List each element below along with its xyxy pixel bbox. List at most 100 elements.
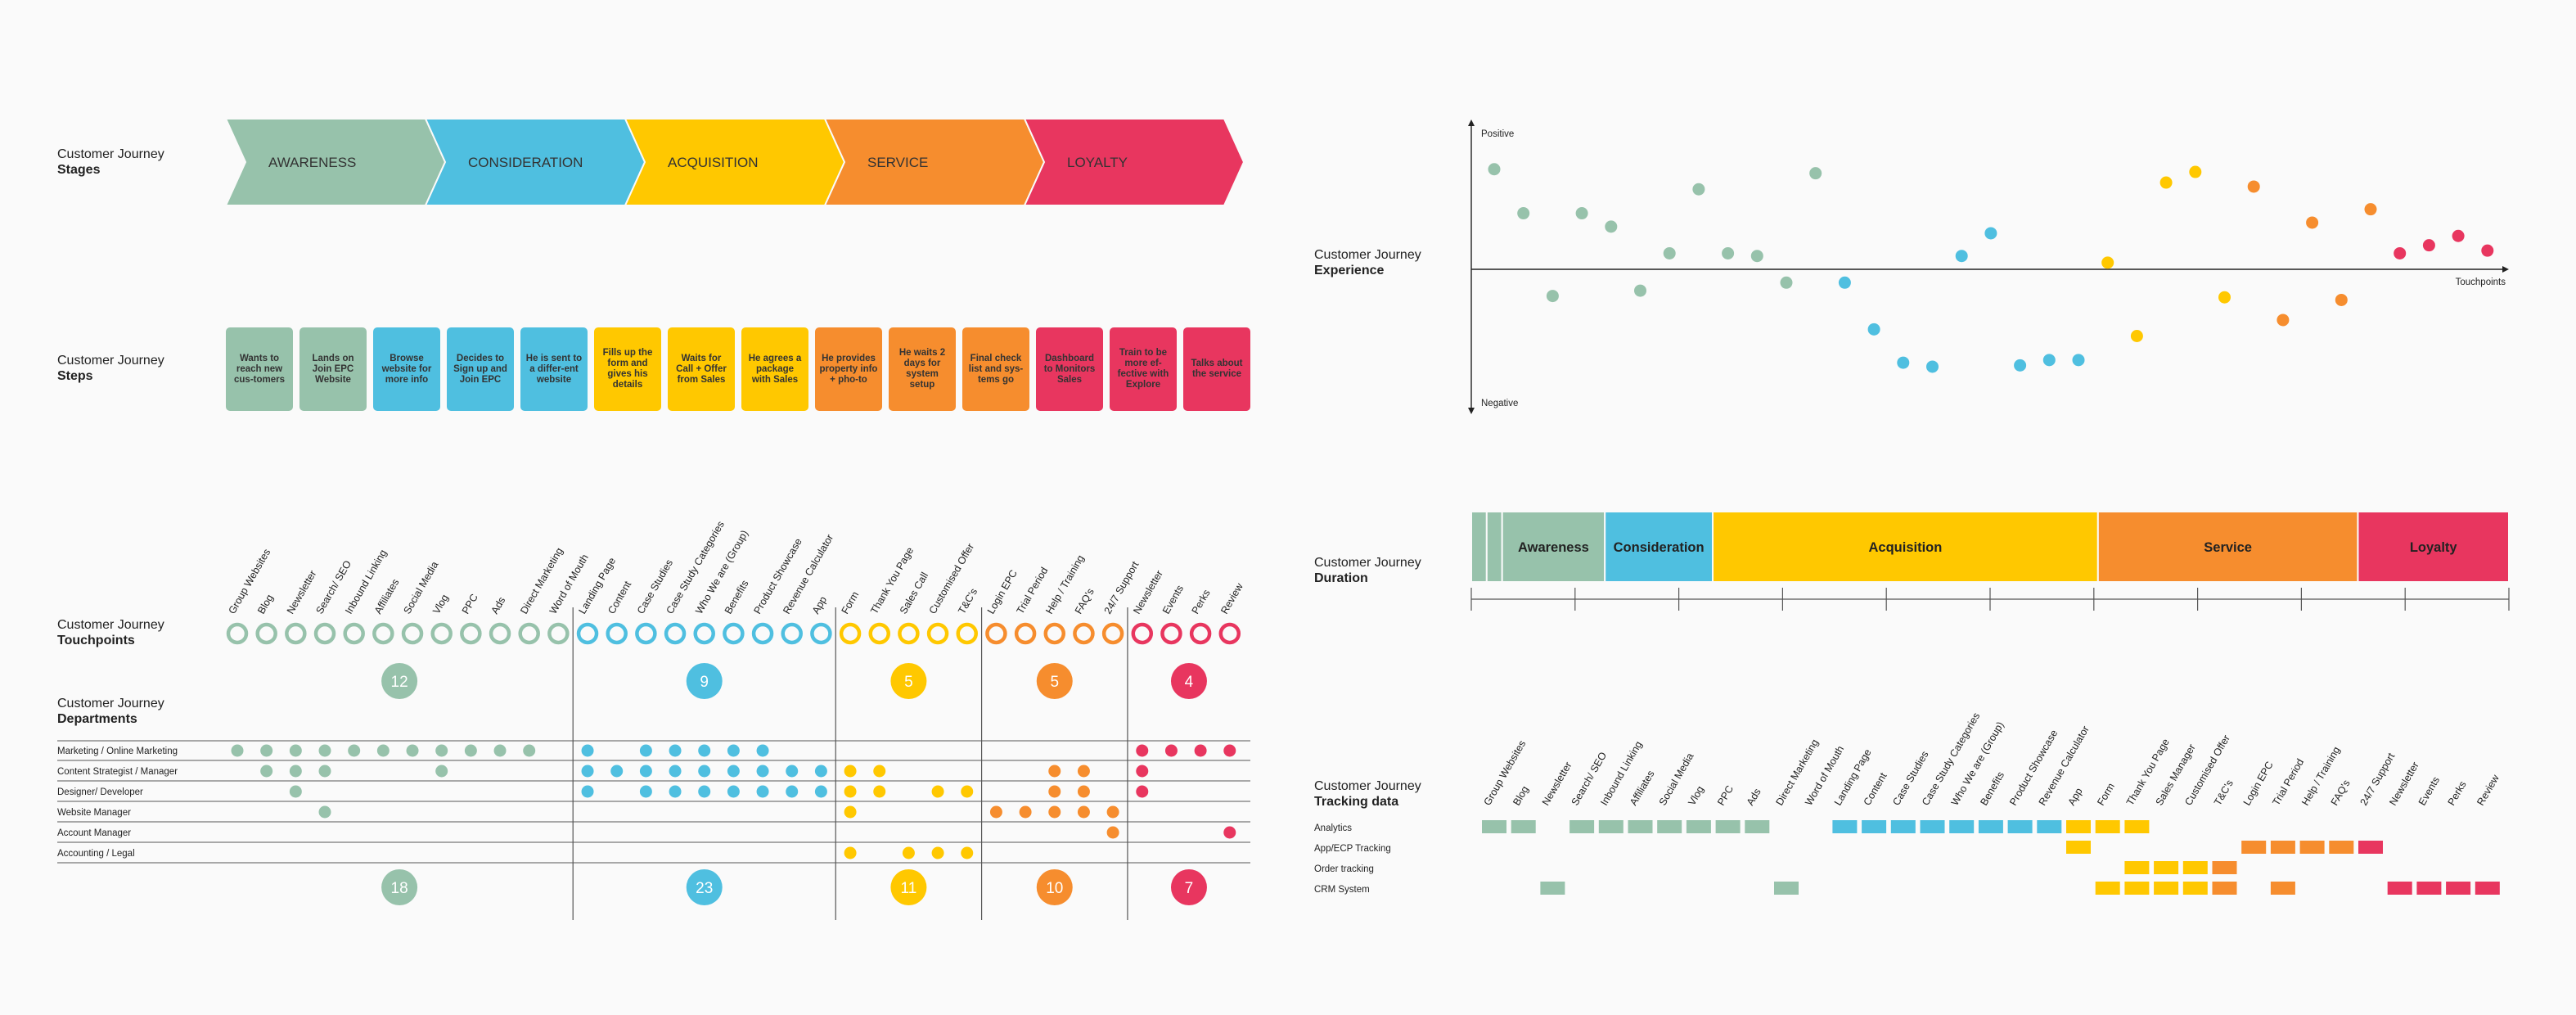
touchpoint-ring	[956, 622, 978, 645]
experience-y-arrow-down	[1468, 408, 1475, 414]
department-dot	[435, 744, 448, 757]
touchpoint-ring	[255, 622, 277, 645]
department-dot	[931, 846, 944, 859]
stage-label: AWARENESS	[268, 155, 356, 170]
department-dot	[756, 765, 769, 778]
department-dot	[756, 744, 769, 757]
experience-point	[2422, 239, 2435, 252]
step-card: Waits for Call + Offer from Sales	[668, 327, 735, 411]
experience-point	[1984, 227, 1997, 240]
touchpoint-count-bubble	[686, 663, 723, 699]
department-dot	[610, 765, 624, 778]
department-dot	[989, 805, 1002, 819]
tracking-cell	[2095, 882, 2120, 895]
department-name: Marketing / Online Marketing	[57, 747, 178, 756]
tracking-column-name: Perks	[2446, 779, 2469, 808]
experience-point	[1692, 183, 1705, 196]
department-dot	[669, 765, 682, 778]
duration-segment	[2096, 511, 2359, 583]
department-total: 23	[696, 880, 713, 897]
department-dot	[289, 765, 302, 778]
touchpoint-ring	[1218, 622, 1241, 645]
experience-point	[1546, 290, 1559, 303]
touchpoint-count: 5	[904, 674, 913, 691]
step-card: Fills up the form and gives his details	[594, 327, 661, 411]
department-total: 11	[901, 880, 917, 897]
tracking-column-name: Affiliates	[1628, 769, 1657, 808]
experience-point	[2159, 176, 2173, 189]
tracking-column-name: Vlog	[1686, 784, 1706, 808]
stage-label: SERVICE	[867, 155, 928, 170]
department-total: 18	[391, 880, 408, 897]
touchpoint-ring	[518, 622, 540, 645]
department-dot	[523, 744, 536, 757]
experience-axis-label: Touchpoints	[2456, 277, 2506, 287]
touchpoint-ring	[868, 622, 890, 645]
touchpoint-ring	[226, 622, 249, 645]
department-dot	[1077, 785, 1090, 798]
touchpoint-ring	[985, 622, 1007, 645]
department-dot	[844, 785, 857, 798]
department-dot	[1136, 785, 1149, 798]
touchpoint-ring	[751, 622, 774, 645]
tracking-column-name: Newsletter	[2387, 760, 2421, 807]
duration-segment	[1501, 511, 1606, 583]
department-dot	[727, 765, 740, 778]
department-dot	[435, 765, 448, 778]
department-dot	[260, 744, 273, 757]
department-dot	[406, 744, 419, 757]
department-dot	[814, 785, 827, 798]
experience-point	[1634, 284, 1646, 297]
touchpoint-count: 4	[1185, 674, 1194, 691]
department-dot	[1048, 765, 1061, 778]
department-dot	[1136, 765, 1149, 778]
department-dot	[873, 765, 886, 778]
duration-segment-label: Service	[2204, 540, 2252, 555]
step-card: Dashboard to Monitors Sales	[1036, 327, 1103, 411]
tracking-cell	[2182, 861, 2208, 874]
department-dot	[639, 765, 652, 778]
touchpoint-ring	[1101, 622, 1124, 645]
experience-point	[2130, 330, 2143, 342]
tracking-column-name: Newsletter	[1540, 760, 1574, 807]
touchpoint-count-bubble	[381, 663, 418, 699]
department-dot	[1077, 805, 1090, 819]
stage-chevron-loyalty	[1023, 118, 1245, 206]
tracking-cell	[2007, 820, 2033, 833]
duration-segment	[1604, 511, 1714, 583]
experience-point	[1780, 276, 1793, 289]
tracking-cell	[1686, 820, 1711, 833]
experience-point	[1517, 207, 1530, 220]
touchpoint-ring	[430, 622, 453, 645]
department-dot	[756, 785, 769, 798]
step-card: Decides to Sign up and Join EPC	[447, 327, 514, 411]
department-dot	[581, 765, 594, 778]
department-total: 10	[1046, 880, 1063, 897]
experience-point	[2189, 165, 2202, 178]
touchpoint-ring	[576, 622, 599, 645]
experience-point	[1663, 246, 1676, 259]
tracking-column-name: Who We are (Group)	[1949, 720, 2006, 807]
experience-point	[1809, 167, 1822, 180]
duration-segment-label: Consideration	[1614, 540, 1705, 555]
department-dot	[786, 765, 799, 778]
experience-positive-label: Positive	[1481, 129, 1514, 139]
department-dot	[581, 785, 594, 798]
experience-point	[2335, 293, 2348, 306]
tracking-cell	[1482, 820, 1506, 833]
tracking-cell	[2154, 861, 2179, 874]
touchpoint-ring	[343, 622, 365, 645]
tracking-cell	[1657, 820, 1682, 833]
department-total-bubble	[381, 869, 418, 905]
step-card: Train to be more ef-fective with Explore	[1110, 327, 1177, 411]
departments-label: Customer Journey Departments	[57, 697, 164, 726]
step-card: Browse website for more info	[373, 327, 440, 411]
department-dot	[814, 765, 827, 778]
tracking-cell	[2154, 882, 2179, 895]
touchpoint-ring	[723, 622, 745, 645]
department-dot	[786, 785, 799, 798]
